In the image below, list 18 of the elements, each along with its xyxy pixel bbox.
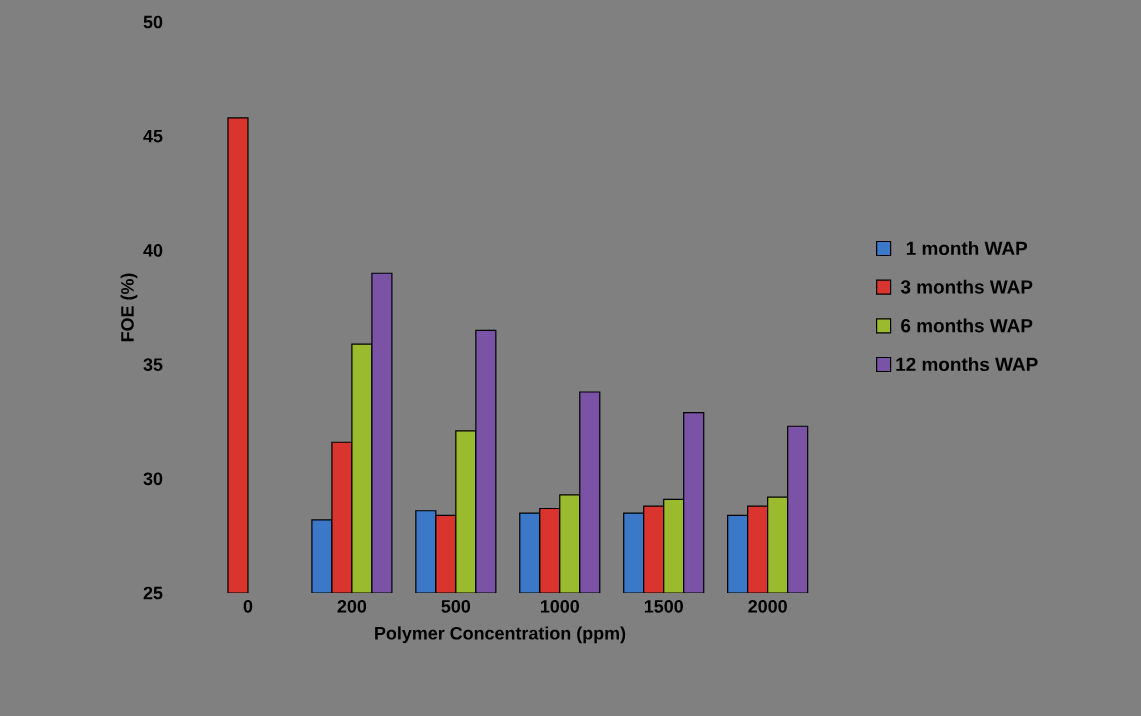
legend-label: 6 months WAP [901, 318, 1033, 333]
y-tick-label: 30 [143, 472, 163, 486]
y-tick-label: 35 [143, 358, 163, 371]
legend-label: 1 month WAP [906, 241, 1028, 256]
x-tick-label: 1000 [540, 600, 579, 613]
y-tick-label: 50 [143, 15, 163, 29]
x-tick-label: 200 [337, 600, 367, 613]
y-tick-label: 40 [143, 244, 163, 257]
legend-label: 12 months WAP [896, 357, 1038, 372]
x-axis-title: Polymer Concentration (ppm) [375, 626, 626, 644]
x-tick-label: 1500 [644, 600, 683, 613]
x-tick-label: 0 [243, 600, 253, 613]
legend-label: 3 months WAP [900, 279, 1033, 294]
x-tick-label: 500 [441, 600, 471, 613]
x-tick-label: 2000 [748, 600, 787, 613]
y-axis-title: FOE (%) [120, 273, 138, 342]
y-tick-label: 25 [143, 586, 163, 600]
y-tick-label: 45 [143, 129, 163, 143]
